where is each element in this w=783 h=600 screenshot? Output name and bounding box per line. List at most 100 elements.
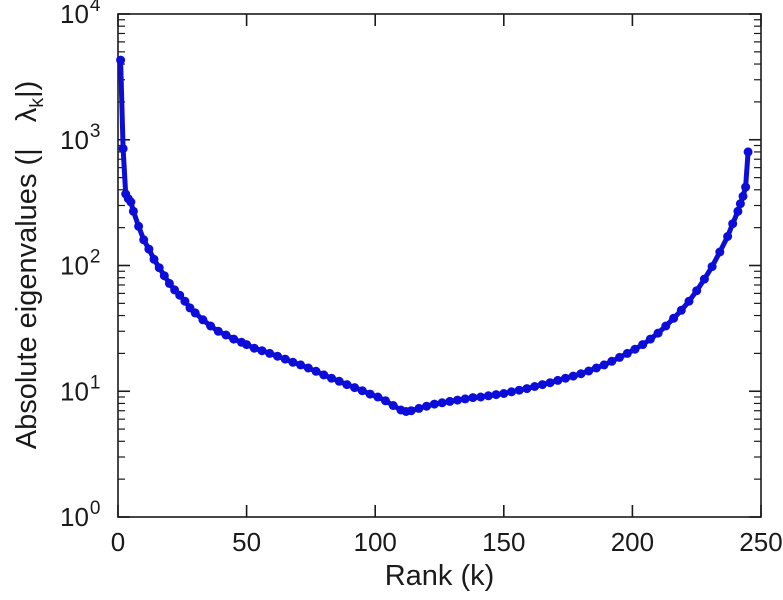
data-point-marker — [265, 348, 275, 358]
data-point-marker — [599, 360, 609, 370]
data-point-marker — [280, 354, 290, 364]
y-axis-label-suffix: |) — [11, 80, 44, 98]
data-point-marker — [715, 247, 725, 257]
data-point-marker — [669, 313, 679, 323]
y-tick-label: 100 — [60, 498, 101, 532]
data-point-marker — [653, 328, 663, 338]
data-point-marker — [530, 382, 540, 391]
data-point-marker — [357, 386, 367, 396]
y-tick-label: 104 — [60, 0, 101, 29]
data-point-marker — [422, 401, 432, 411]
data-point-marker — [676, 305, 686, 315]
data-point-marker — [591, 363, 601, 373]
data-point-marker — [476, 392, 486, 402]
x-tick-label: 0 — [111, 527, 125, 557]
x-tick-label: 50 — [232, 527, 261, 557]
data-point-marker — [373, 392, 383, 402]
data-point-marker — [175, 290, 185, 300]
y-tick-label: 101 — [60, 372, 101, 406]
data-point-marker — [273, 351, 282, 361]
data-point-marker — [327, 373, 336, 383]
data-point-marker — [491, 390, 501, 400]
data-point-marker — [453, 395, 462, 405]
x-tick-label: 150 — [482, 527, 525, 557]
data-point-marker — [576, 369, 586, 379]
data-point-marker — [139, 235, 149, 245]
data-point-marker — [221, 330, 231, 340]
data-point-marker — [615, 352, 624, 362]
data-point-marker — [537, 380, 547, 390]
data-point-marker — [499, 389, 509, 398]
data-point-marker — [159, 271, 169, 281]
data-point-marker — [728, 219, 738, 229]
data-point-marker — [249, 343, 259, 353]
y-tick-label: 103 — [60, 121, 101, 155]
data-point-marker — [334, 376, 344, 386]
data-point-marker — [692, 286, 702, 296]
data-point-marker — [584, 366, 594, 376]
data-point-marker — [134, 221, 144, 231]
data-point-marker — [507, 387, 516, 397]
y-axis-label: Absolute eigenvalues (| λk|) — [11, 81, 49, 450]
data-point-marker — [741, 182, 751, 192]
data-point-marker — [514, 385, 524, 395]
data-point-marker — [661, 321, 671, 331]
data-point-marker — [242, 340, 252, 350]
data-point-marker — [257, 346, 267, 356]
data-point-marker — [365, 389, 375, 399]
data-point-marker — [429, 399, 439, 409]
data-point-marker — [707, 262, 717, 272]
data-point-marker — [319, 370, 329, 380]
data-point-marker — [460, 394, 470, 404]
data-point-marker — [149, 254, 159, 264]
data-point-marker — [645, 334, 655, 344]
data-point-marker — [738, 191, 748, 201]
data-point-marker — [607, 356, 617, 366]
eigenvalue-line — [118, 57, 751, 414]
y-axis-label-prefix: Absolute eigenvalues (| — [11, 148, 44, 450]
data-point-marker — [118, 144, 128, 154]
data-point-marker — [198, 315, 208, 325]
data-point-marker — [545, 378, 555, 388]
data-point-marker — [288, 357, 298, 367]
data-point-marker — [723, 232, 733, 241]
data-point-marker — [116, 55, 126, 65]
data-point-marker — [388, 401, 398, 410]
data-point-marker — [561, 373, 570, 383]
x-tick-label: 250 — [739, 527, 782, 557]
data-point-marker — [126, 197, 136, 207]
data-point-marker — [468, 393, 478, 403]
data-point-marker — [190, 308, 200, 318]
x-axis-label: Rank (k) — [384, 560, 495, 592]
data-point-marker — [164, 278, 174, 288]
data-point-marker — [735, 199, 745, 209]
lambda-symbol: λ — [11, 107, 44, 123]
data-point-marker — [206, 321, 216, 331]
y-tick-label: 102 — [60, 247, 101, 281]
data-point-marker — [128, 206, 138, 216]
x-tick-label: 200 — [611, 527, 654, 557]
data-point-marker — [414, 403, 424, 413]
data-point-marker — [522, 384, 532, 394]
data-point-marker — [638, 340, 648, 350]
data-point-marker — [303, 363, 313, 373]
data-point-marker — [568, 371, 578, 381]
data-point-marker — [445, 396, 455, 406]
data-point-marker — [630, 344, 640, 354]
data-point-marker — [553, 375, 563, 385]
data-point-marker — [311, 366, 321, 376]
data-point-marker — [213, 326, 223, 336]
data-point-marker — [381, 396, 390, 406]
data-point-marker — [296, 360, 306, 370]
data-point-marker — [154, 263, 164, 273]
data-point-marker — [684, 296, 694, 306]
data-point-marker — [483, 391, 493, 401]
data-point-marker — [733, 206, 743, 216]
data-point-marker — [699, 274, 709, 284]
data-point-marker — [342, 380, 352, 390]
axes-box — [117, 13, 762, 518]
data-point-marker — [144, 244, 154, 254]
lambda-subscript: k — [25, 97, 48, 108]
